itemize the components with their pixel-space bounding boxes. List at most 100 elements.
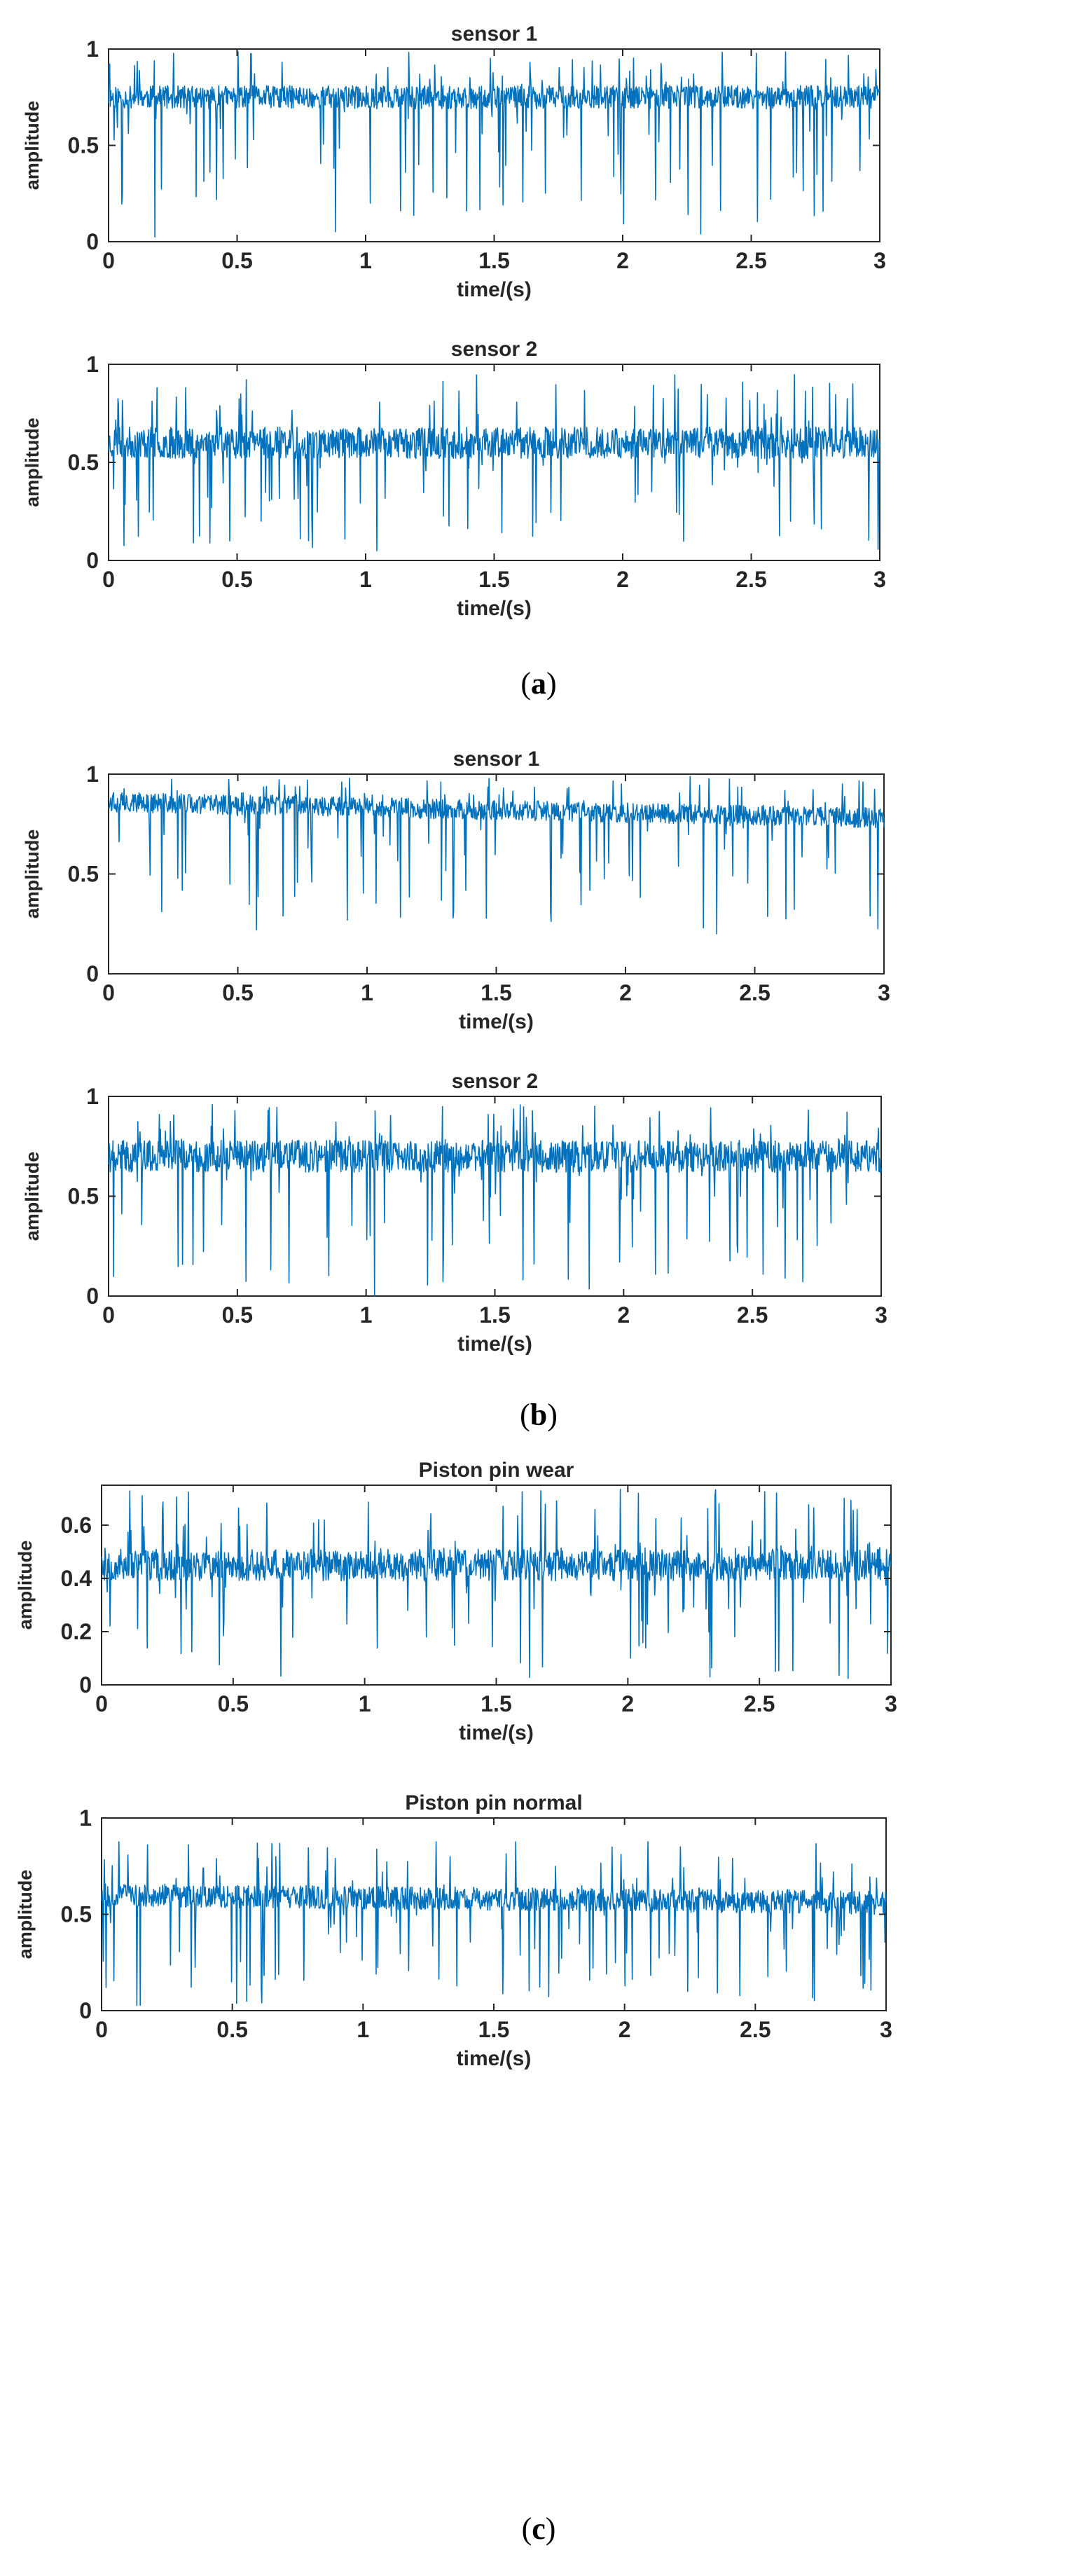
chart5-xtick-label: 0 — [95, 1691, 108, 1716]
chart1-xtick-label: 0 — [102, 248, 115, 273]
chart3-xtick-label: 0 — [102, 980, 115, 1005]
chart6-xtick-label: 0 — [95, 2017, 108, 2042]
chart1-ylabel: amplitude — [22, 101, 43, 191]
chart3-ylabel: amplitude — [22, 829, 43, 919]
chart4-xtick-label: 2.5 — [737, 1302, 768, 1328]
caption-open-paren: ( — [522, 2512, 532, 2546]
chart4-ytick-label: 0.5 — [68, 1184, 99, 1209]
chart3: 0 0.5 1 1.5 2 2.5 3 0 0.5 1 sensor 1 time/(s) amplit… — [22, 748, 890, 1033]
chart6-xtick-label: 2 — [619, 2017, 631, 2042]
chart2-ytick-label: 0 — [86, 548, 99, 573]
chart3-xtick-label: 1.5 — [481, 980, 511, 1005]
chart2-axes — [108, 364, 880, 561]
chart6-xtick-label: 2.5 — [740, 2017, 771, 2042]
chart4-signal-line — [108, 1103, 882, 1297]
chart6-title: Piston pin normal — [405, 1791, 582, 1814]
caption-b: (b) — [520, 1398, 558, 1432]
chart6-xtick-label: 0.5 — [216, 2017, 247, 2042]
chart1-xtick-label: 2.5 — [735, 248, 766, 273]
caption-open-paren: ( — [520, 666, 531, 701]
chart6-xtick-label: 1.5 — [478, 2017, 509, 2042]
chart4-ylabel: amplitude — [22, 1152, 43, 1241]
chart5-xtick-label: 2.5 — [744, 1691, 775, 1716]
chart5-xtick-label: 2 — [621, 1691, 634, 1716]
chart5-xtick-label: 1 — [359, 1691, 371, 1716]
chart5-xtick-label: 1.5 — [481, 1691, 511, 1716]
chart3-signal-line — [108, 776, 885, 935]
chart4-title: sensor 2 — [452, 1070, 538, 1093]
chart1-axes — [108, 48, 880, 242]
chart6-ylabel: amplitude — [15, 1870, 36, 1959]
chart4-xtick-label: 1 — [360, 1302, 373, 1328]
chart5-xtick-label: 0.5 — [218, 1691, 249, 1716]
chart4-ytick-label: 0 — [86, 1283, 99, 1309]
chart2-xlabel: time/(s) — [457, 597, 532, 620]
caption-letter: a — [531, 666, 546, 701]
chart5-ylabel: amplitude — [15, 1541, 36, 1630]
caption-close-paren: ) — [547, 1398, 558, 1432]
chart5-ytick-label: 0.4 — [61, 1566, 92, 1591]
chart3-ytick-label: 1 — [86, 762, 99, 787]
chart1-xlabel: time/(s) — [457, 278, 532, 301]
chart5-title: Piston pin wear — [419, 1459, 574, 1482]
chart6-signal-line — [101, 1841, 887, 2006]
caption-c: (c) — [522, 2512, 556, 2546]
chart1-xtick-label: 0.5 — [221, 248, 252, 273]
chart3-ytick-label: 0 — [86, 961, 99, 986]
chart2-xtick-label: 1 — [359, 567, 372, 592]
caption-close-paren: ) — [546, 2512, 556, 2546]
chart2: 0 0.5 1 1.5 2 2.5 3 0 0.5 1 sensor 2 time/(s) amplit… — [22, 338, 886, 620]
chart1-xtick-label: 3 — [873, 248, 886, 273]
chart6-xtick-label: 3 — [880, 2017, 892, 2042]
chart1-ytick-label: 1 — [86, 36, 99, 62]
chart5-signal-line — [101, 1489, 892, 1679]
chart2-ytick-label: 0.5 — [68, 450, 99, 475]
chart6: 0 0.5 1 1.5 2 2.5 3 0 0.5 1 Piston pin normal time/… — [15, 1791, 892, 2070]
chart3-xlabel: time/(s) — [459, 1010, 534, 1033]
chart6-ytick-label: 0 — [79, 1998, 92, 2023]
chart1-xtick-label: 2 — [616, 248, 629, 273]
chart4-xtick-label: 1.5 — [479, 1302, 510, 1328]
caption-a: (a) — [520, 666, 556, 701]
chart2-xtick-label: 3 — [873, 567, 886, 592]
chart3-xtick-label: 2.5 — [739, 980, 770, 1005]
chart2-ytick-label: 1 — [86, 352, 99, 377]
chart4-xtick-label: 2 — [617, 1302, 630, 1328]
chart4-axes — [108, 1096, 882, 1297]
chart6-xlabel: time/(s) — [457, 2047, 532, 2070]
chart2-ylabel: amplitude — [22, 418, 43, 507]
chart4-xtick-label: 0 — [102, 1302, 115, 1328]
chart5-xlabel: time/(s) — [459, 1721, 534, 1744]
chart4-xlabel: time/(s) — [457, 1332, 532, 1356]
caption-open-paren: ( — [520, 1398, 530, 1432]
chart6-ytick-label: 1 — [79, 1805, 92, 1831]
chart1-ytick-label: 0.5 — [68, 133, 99, 158]
chart2-xtick-label: 2 — [616, 567, 629, 592]
chart6-xtick-label: 1 — [357, 2017, 369, 2042]
chart2-xtick-label: 0.5 — [221, 567, 252, 592]
chart5-ytick-label: 0.2 — [61, 1619, 92, 1644]
chart4-xtick-label: 0.5 — [222, 1302, 253, 1328]
chart5-axes — [101, 1485, 892, 1686]
chart1-signal-line — [108, 51, 880, 238]
chart2-xtick-label: 0 — [102, 567, 115, 592]
chart1-xtick-label: 1 — [359, 248, 372, 273]
chart3-ytick-label: 0.5 — [68, 862, 99, 887]
chart3-xtick-label: 3 — [878, 980, 890, 1005]
caption-letter: c — [532, 2512, 546, 2546]
chart1-xtick-label: 1.5 — [478, 248, 509, 273]
chart6-ytick-label: 0.5 — [61, 1902, 92, 1927]
chart1-title: sensor 1 — [451, 22, 537, 46]
chart2-xtick-label: 2.5 — [735, 567, 766, 592]
caption-letter: b — [530, 1398, 547, 1432]
chart2-title: sensor 2 — [451, 338, 537, 361]
chart2-xtick-label: 1.5 — [478, 567, 509, 592]
chart3-xtick-label: 1 — [361, 980, 373, 1005]
chart3-xtick-label: 0.5 — [222, 980, 253, 1005]
chart1-ytick-label: 0 — [86, 229, 99, 254]
chart5-xtick-label: 3 — [885, 1691, 897, 1716]
chart2-signal-line — [108, 373, 880, 551]
chart4-xtick-label: 3 — [875, 1302, 887, 1328]
chart5: 0 0.5 1 1.5 2 2.5 3 0 0.2 0.4 0.6 Piston pin wear ti… — [15, 1459, 897, 1744]
